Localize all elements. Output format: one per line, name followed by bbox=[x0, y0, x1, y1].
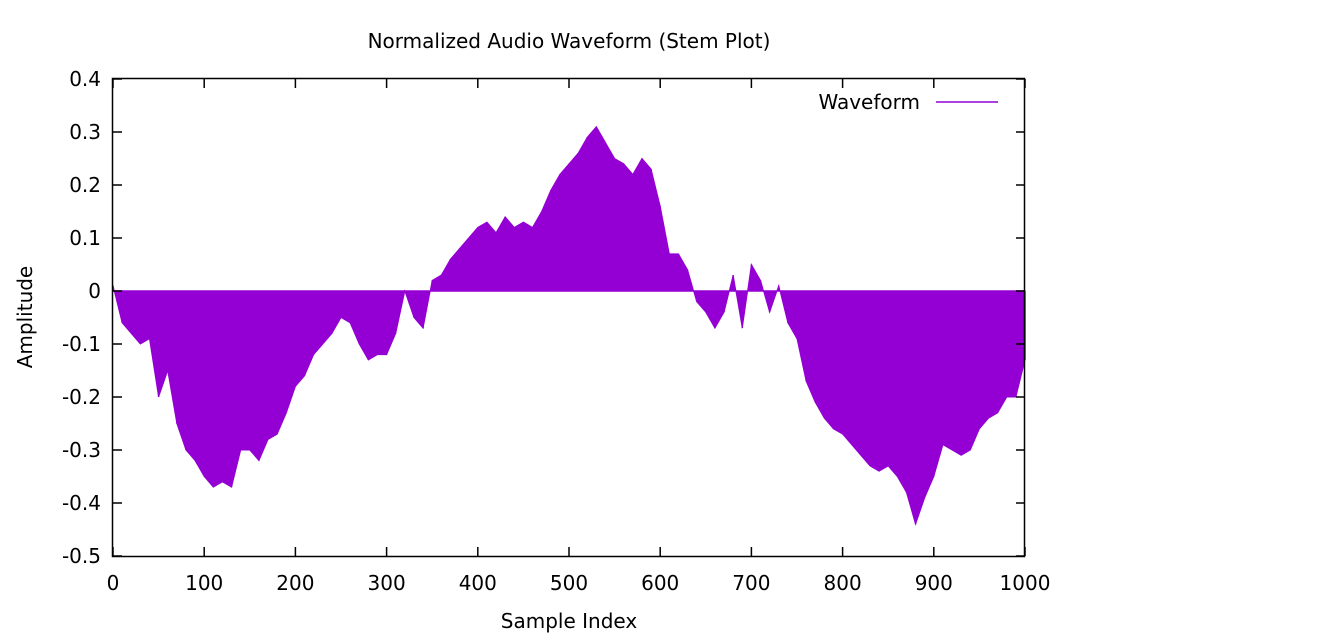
x-axis-ticks: 0 100 200 300 400 500 600 700 800 900 1000 bbox=[107, 79, 1051, 595]
y-tick-label: 0.1 bbox=[69, 226, 101, 250]
y-tick-label: -0.3 bbox=[62, 438, 101, 462]
y-axis-ticks: 0.4 0.3 0.2 0.1 0 -0.1 -0.2 -0.3 -0.4 -0.5 bbox=[62, 67, 1025, 568]
x-tick-label: 300 bbox=[368, 571, 406, 595]
waveform-envelope bbox=[112, 125, 1026, 526]
y-tick-label: -0.2 bbox=[62, 385, 101, 409]
plot-frame bbox=[111, 77, 1026, 558]
y-axis-label: Amplitude bbox=[13, 266, 37, 369]
x-tick-label: 200 bbox=[276, 571, 314, 595]
y-tick-label: -0.5 bbox=[62, 544, 101, 568]
y-tick-label: 0.4 bbox=[69, 67, 101, 91]
y-tick-label: -0.4 bbox=[62, 491, 101, 515]
chart-title: Normalized Audio Waveform (Stem Plot) bbox=[368, 29, 771, 53]
y-tick-label: 0 bbox=[88, 279, 101, 303]
x-tick-label: 1000 bbox=[1000, 571, 1051, 595]
legend-label: Waveform bbox=[818, 90, 920, 114]
y-tick-label: -0.1 bbox=[62, 332, 101, 356]
x-tick-label: 800 bbox=[824, 571, 862, 595]
x-tick-label: 900 bbox=[915, 571, 953, 595]
y-tick-label: 0.2 bbox=[69, 173, 101, 197]
legend: Waveform bbox=[818, 90, 998, 114]
x-tick-label: 400 bbox=[459, 571, 497, 595]
x-tick-label: 100 bbox=[185, 571, 223, 595]
x-axis-label: Sample Index bbox=[501, 609, 638, 633]
plot-area bbox=[112, 125, 1026, 526]
x-tick-label: 600 bbox=[641, 571, 679, 595]
x-tick-label: 500 bbox=[550, 571, 588, 595]
x-tick-label: 700 bbox=[732, 571, 770, 595]
x-tick-label: 0 bbox=[107, 571, 120, 595]
y-tick-label: 0.3 bbox=[69, 120, 101, 144]
